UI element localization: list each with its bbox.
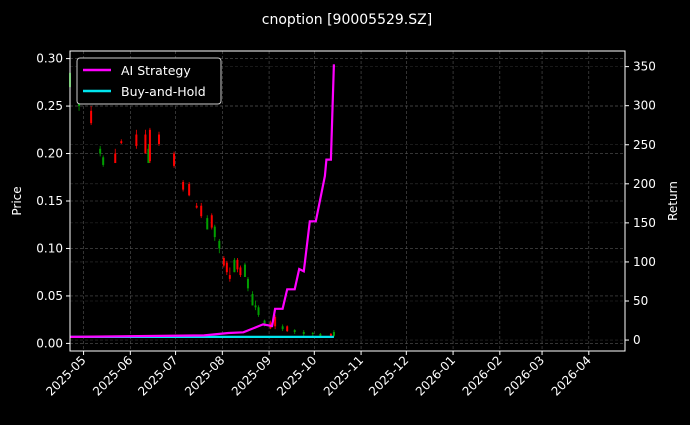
- candle-body: [114, 153, 117, 164]
- left-axis: 0.00 0.05 0.10 0.15 0.20 0.25 0.30: [36, 52, 70, 350]
- candle-body: [257, 307, 260, 315]
- right-tick-label: 0: [633, 333, 641, 347]
- candle-body: [319, 333, 322, 336]
- candle-body: [243, 264, 246, 277]
- right-tick-label: 250: [633, 138, 656, 152]
- right-tick-label: 300: [633, 99, 656, 113]
- candle-body: [90, 110, 93, 124]
- candle-body: [286, 326, 289, 332]
- candle-body: [157, 134, 160, 145]
- right-axis: 0 50 100 150 200 250 300 350: [625, 60, 656, 347]
- candle-body: [274, 316, 277, 327]
- candle-body: [329, 333, 332, 336]
- candle-body: [236, 259, 239, 270]
- candle-body: [200, 205, 203, 217]
- x-tick-label: 2025-09: [229, 353, 274, 398]
- candle-body: [213, 226, 216, 238]
- candle-body: [263, 320, 266, 325]
- candle-body: [218, 240, 221, 249]
- left-tick-label: 0.05: [36, 289, 63, 303]
- candlesticks: [69, 68, 335, 337]
- candle-body: [210, 215, 213, 228]
- right-tick-label: 150: [633, 216, 656, 230]
- left-tick-label: 0.00: [36, 336, 63, 350]
- candle-body: [293, 330, 296, 333]
- legend-box: [76, 57, 222, 105]
- x-tick-label: 2025-05: [43, 353, 88, 398]
- x-axis: 2025-05 2025-06 2025-07 2025-08 2025-09 2025-…: [43, 351, 594, 399]
- candle-body: [228, 275, 231, 279]
- candle-body: [144, 134, 147, 154]
- candle-body: [246, 278, 249, 289]
- left-tick-label: 0.25: [36, 99, 63, 113]
- legend-label-buyhold: Buy-and-Hold: [121, 84, 206, 99]
- x-tick-label: 2025-11: [321, 353, 366, 398]
- x-tick-label: 2025-06: [90, 353, 135, 398]
- series-line-ai-strategy: [69, 64, 335, 338]
- candle-body: [148, 129, 151, 162]
- candle-body: [173, 153, 176, 166]
- candle-body: [222, 257, 225, 266]
- candle-body: [135, 134, 138, 146]
- right-tick-label: 50: [633, 294, 648, 308]
- left-tick-label: 0.20: [36, 147, 63, 161]
- legend-label-strategy: AI Strategy: [121, 63, 191, 78]
- right-tick-label: 350: [633, 60, 656, 74]
- candle-body: [311, 332, 314, 334]
- y-axis-left-label: Price: [10, 186, 24, 215]
- candle-body: [233, 259, 236, 273]
- candle-body: [239, 267, 242, 276]
- left-tick-label: 0.15: [36, 194, 63, 208]
- candle-body: [225, 262, 228, 273]
- candle-body: [206, 218, 209, 230]
- candle-body: [195, 205, 198, 208]
- candle-body: [120, 141, 123, 144]
- right-tick-label: 100: [633, 255, 656, 269]
- x-tick-label: 2026-03: [502, 353, 547, 398]
- candle-body: [281, 326, 284, 330]
- x-tick-label: 2026-01: [413, 353, 458, 398]
- chart-title: cnoption [90005529.SZ]: [262, 12, 432, 28]
- x-tick-label: 2026-02: [460, 353, 505, 398]
- legend: AI Strategy Buy-and-Hold: [76, 57, 222, 105]
- x-tick-label: 2026-04: [549, 353, 594, 398]
- candle-body: [147, 148, 150, 164]
- candle-body: [251, 294, 254, 306]
- grid: [70, 51, 625, 351]
- right-tick-label: 200: [633, 177, 656, 191]
- x-tick-label: 2025-10: [274, 353, 319, 398]
- x-tick-label: 2025-12: [366, 353, 411, 398]
- candle-body: [188, 183, 191, 196]
- candle-body: [302, 332, 305, 334]
- candle-body: [332, 332, 335, 336]
- candle-body: [254, 305, 257, 308]
- candle-body: [182, 182, 185, 190]
- x-tick-label: 2025-08: [182, 353, 227, 398]
- candle-body: [102, 157, 105, 165]
- series-lines: [69, 64, 335, 338]
- left-tick-label: 0.30: [36, 52, 63, 66]
- left-tick-label: 0.10: [36, 241, 63, 255]
- x-tick-label: 2025-07: [135, 353, 180, 398]
- candle-body: [99, 148, 102, 154]
- y-axis-right-label: Return: [666, 181, 680, 221]
